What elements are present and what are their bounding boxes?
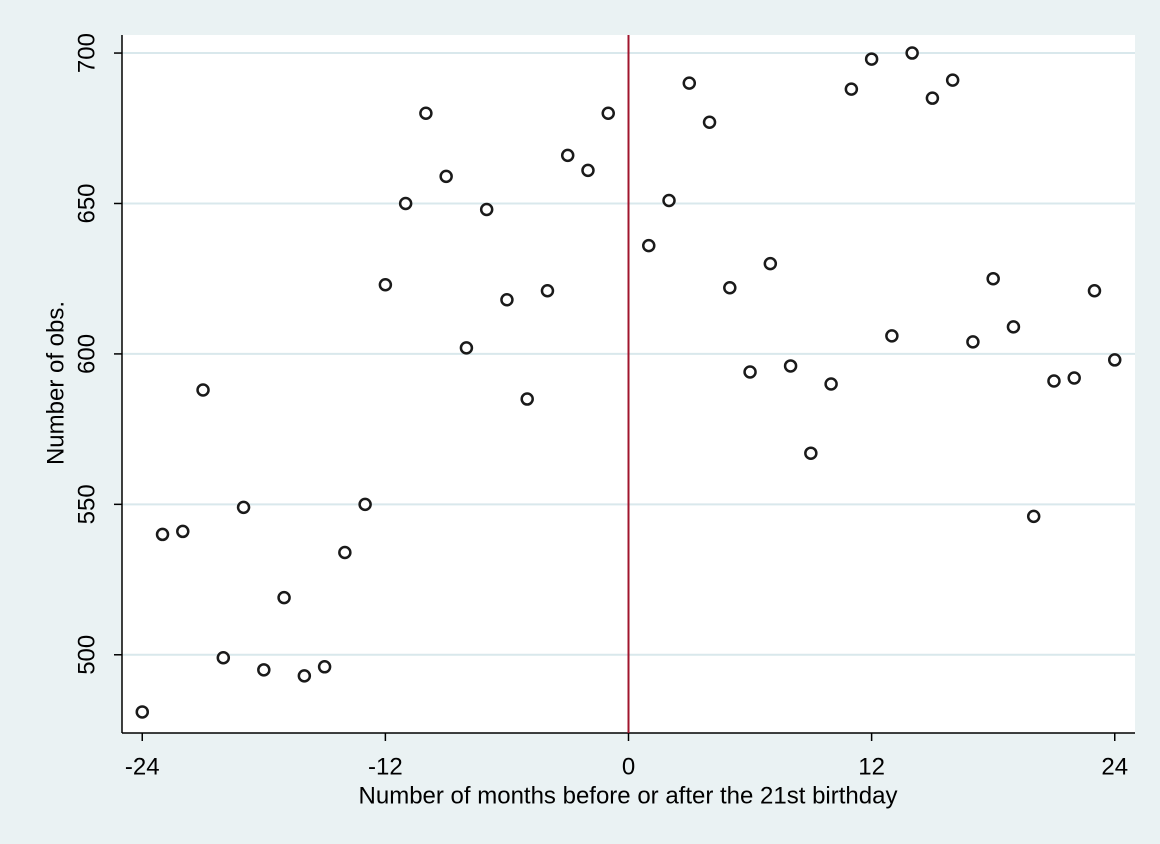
scatter-point [479,202,494,217]
scatter-point [763,256,778,271]
scatter-point [824,377,838,391]
scatter-point [317,660,332,674]
scatter-point [196,383,210,397]
scatter-point [439,169,453,184]
scatter-point [1026,509,1041,524]
x-tick-label: 24 [1101,753,1128,780]
scatter-point [1087,283,1102,298]
y-tick-label: 600 [73,334,100,374]
scatter-point [804,446,818,460]
scatter-point [925,91,940,105]
scatter-point [601,106,615,120]
scatter-point [1067,371,1081,385]
scatter-point [885,329,899,343]
scatter-point [905,46,919,60]
scatter-point [540,283,555,298]
scatter-point [1006,320,1021,334]
y-tick-label: 650 [73,183,100,223]
scatter-point [1107,353,1122,367]
scatter-point [945,73,960,87]
scatter-point [155,527,170,542]
x-tick-label: 0 [622,753,635,780]
scatter-point [642,238,656,253]
scatter-point [723,280,737,295]
scatter-point [358,497,372,512]
y-tick-label: 500 [73,635,100,675]
scatter-point [135,705,150,719]
scatter-point [986,271,1000,286]
scatter-point [864,52,879,66]
scatter-point [702,115,717,129]
scatter-point [338,545,352,560]
scatter-point [682,76,697,90]
scatter-point [257,663,271,677]
x-tick-label: -12 [368,753,403,780]
y-tick-label: 550 [73,484,100,524]
y-axis-title: Number of obs. [42,301,69,465]
x-tick-label: -24 [125,753,160,780]
scatter-point [459,341,474,355]
scatter-point [236,500,251,515]
scatter-point [560,148,575,163]
scatter-point [844,82,859,96]
scatter-point [176,524,190,539]
scatter-point [520,392,534,406]
scatter-point [743,365,757,379]
scatter-point [216,651,231,665]
scatter-point [419,106,433,120]
x-tick-label: 12 [858,753,885,780]
scatter-point [966,335,980,349]
x-axis-title: Number of months before or after the 21s… [359,782,898,809]
scatter-point [783,359,798,373]
scatter-point [297,669,312,683]
scatter-point [378,277,393,292]
scatter-point [277,590,291,605]
scatter-point [1047,374,1061,388]
y-tick-label: 700 [73,33,100,73]
scatter-point [581,163,595,178]
scatter-point [662,193,676,208]
scatter-point [398,196,413,211]
scatter-point [500,293,514,307]
